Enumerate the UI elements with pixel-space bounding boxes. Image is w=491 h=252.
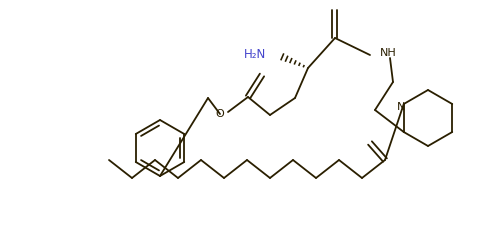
Text: N: N [397, 102, 405, 112]
Text: O: O [215, 109, 224, 119]
Text: H₂N: H₂N [244, 47, 266, 60]
Text: NH: NH [380, 48, 397, 58]
